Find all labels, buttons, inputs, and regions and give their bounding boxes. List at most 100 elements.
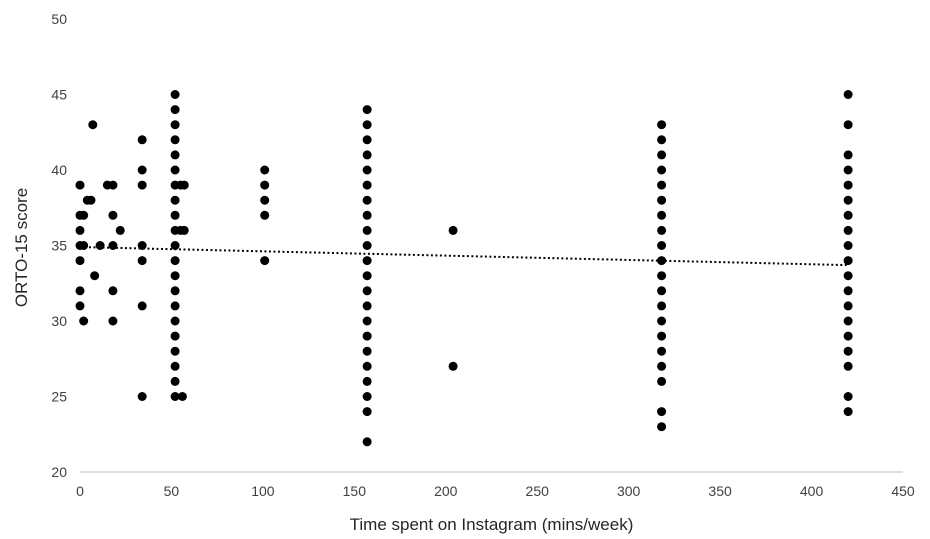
- data-point: [362, 301, 372, 311]
- x-tick-label: 400: [800, 483, 824, 499]
- data-point: [75, 256, 85, 266]
- data-point: [657, 120, 667, 130]
- data-point: [137, 301, 147, 311]
- data-point: [108, 316, 118, 326]
- data-point: [657, 180, 667, 190]
- x-tick-label: 50: [164, 483, 180, 499]
- data-point: [362, 331, 372, 341]
- data-point: [170, 135, 180, 145]
- data-point: [448, 225, 458, 235]
- data-point: [843, 286, 853, 296]
- data-point: [170, 150, 180, 160]
- x-tick-label: 350: [708, 483, 732, 499]
- data-point: [86, 195, 96, 205]
- data-point: [170, 376, 180, 386]
- data-point: [657, 241, 667, 250]
- x-tick-label: 100: [251, 483, 275, 499]
- data-point: [362, 376, 372, 386]
- y-tick-labels: 20 25 30 35 40 45 50: [51, 11, 67, 480]
- data-point: [843, 392, 853, 401]
- data-point: [79, 210, 89, 220]
- data-point: [657, 407, 667, 417]
- data-point: [170, 210, 180, 220]
- data-point: [362, 150, 372, 160]
- data-point: [843, 331, 853, 341]
- data-point: [170, 105, 180, 115]
- x-tick-label: 200: [434, 483, 458, 499]
- data-point: [843, 361, 853, 371]
- data-point: [137, 180, 147, 190]
- data-point: [657, 316, 667, 326]
- data-point: [657, 225, 667, 235]
- data-point: [843, 165, 853, 175]
- data-point: [179, 180, 189, 190]
- data-point: [362, 271, 372, 281]
- data-point: [362, 105, 372, 115]
- data-point: [79, 316, 89, 326]
- data-point: [170, 120, 180, 130]
- data-point: [657, 210, 667, 220]
- data-point: [108, 180, 118, 190]
- data-point: [843, 90, 853, 99]
- data-point: [657, 195, 667, 205]
- x-tick-labels: 0 50 100 150 200 250 300 350 400 450: [76, 483, 915, 499]
- data-point: [88, 120, 98, 130]
- y-tick-label: 20: [51, 464, 67, 480]
- y-tick-label: 35: [51, 238, 67, 254]
- data-point: [362, 392, 372, 401]
- data-point: [75, 225, 85, 235]
- data-point: [170, 361, 180, 371]
- data-point: [362, 407, 372, 417]
- data-point: [170, 165, 180, 175]
- data-point: [362, 210, 372, 220]
- data-point: [75, 301, 85, 311]
- data-point: [170, 271, 180, 281]
- data-point: [843, 195, 853, 205]
- data-point: [843, 180, 853, 190]
- data-point: [137, 256, 147, 266]
- data-point: [657, 422, 667, 432]
- data-point: [170, 331, 180, 341]
- data-point: [657, 376, 667, 386]
- trendline: [79, 246, 849, 267]
- data-point: [843, 316, 853, 326]
- data-point: [108, 210, 118, 220]
- data-point: [843, 256, 853, 266]
- data-point: [260, 210, 270, 220]
- data-point: [657, 361, 667, 371]
- data-point: [362, 437, 372, 447]
- data-point: [843, 301, 853, 311]
- data-point: [170, 301, 180, 311]
- x-tick-label: 300: [617, 483, 641, 499]
- x-axis-title: Time spent on Instagram (mins/week): [350, 515, 634, 534]
- data-point: [170, 346, 180, 356]
- data-point: [657, 271, 667, 281]
- data-point: [657, 165, 667, 175]
- data-point: [843, 150, 853, 160]
- data-point: [90, 271, 100, 281]
- data-point: [177, 392, 187, 401]
- data-point: [79, 241, 89, 250]
- data-point: [843, 241, 853, 250]
- data-point: [137, 135, 147, 145]
- x-tick-label: 0: [76, 483, 84, 499]
- data-point: [362, 225, 372, 235]
- data-point: [362, 120, 372, 130]
- y-tick-label: 45: [51, 87, 67, 103]
- data-point: [260, 180, 270, 190]
- data-point: [362, 316, 372, 326]
- data-point: [657, 135, 667, 145]
- data-point: [170, 256, 180, 266]
- data-point: [657, 150, 667, 160]
- data-point: [170, 316, 180, 326]
- y-tick-label: 25: [51, 389, 67, 405]
- y-tick-label: 30: [51, 313, 67, 329]
- data-point: [108, 241, 118, 250]
- data-point: [137, 392, 147, 401]
- data-point: [260, 165, 270, 175]
- data-point: [108, 286, 118, 296]
- data-point: [170, 241, 180, 250]
- x-tick-label: 150: [343, 483, 367, 499]
- data-point: [448, 361, 458, 371]
